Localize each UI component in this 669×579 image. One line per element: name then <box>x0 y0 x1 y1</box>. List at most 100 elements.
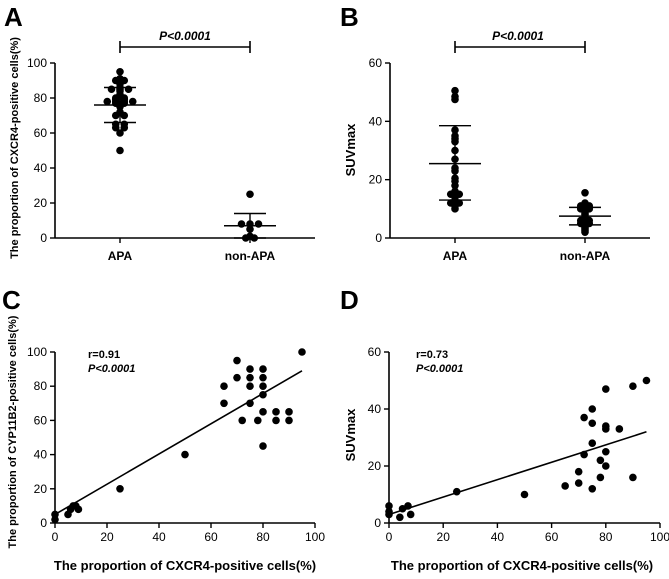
plotC-data-point <box>246 382 254 391</box>
plotC-y-tick-label: 80 <box>34 379 48 393</box>
plotD-y-tick-label: 20 <box>368 459 382 473</box>
plotB-data-point <box>451 95 459 104</box>
plotD-data-point <box>580 413 588 422</box>
plotD-data-point <box>385 502 393 510</box>
panel-c-p-value: P<0.0001 <box>88 363 135 375</box>
plotB-y-tick-label: 40 <box>369 114 383 128</box>
plotD-data-point <box>629 473 637 482</box>
plotA-data-point <box>116 146 124 155</box>
plotD-x-tick-label: 80 <box>599 530 613 544</box>
plotD-data-point <box>406 510 415 519</box>
plotC-y-tick-label: 40 <box>34 448 48 462</box>
plotD-data-point <box>588 439 597 448</box>
plotC-data-point <box>285 408 293 416</box>
plotD-data-point <box>452 487 461 496</box>
plotA-data-point <box>120 111 129 120</box>
plotD-y-tick-label: 0 <box>374 516 381 530</box>
plotC-y-tick-label: 100 <box>27 345 47 359</box>
plotD-x-tick-label: 20 <box>437 530 451 544</box>
panel-c-r-value: r=0.91 <box>88 349 120 361</box>
plotD-data-point <box>588 485 597 493</box>
plotA-y-tick-label: 100 <box>27 56 47 70</box>
plotC-y-tick-label: 0 <box>40 516 47 530</box>
panel-a-plot: 0 20 40 60 80 100 APA non-APA <box>27 41 315 263</box>
plotA-data-point <box>116 129 124 137</box>
plotA-data-point <box>254 220 263 228</box>
plotA-data-point <box>124 85 133 94</box>
plotA-y-tick-label: 0 <box>40 231 47 245</box>
plotB-y-tick-label: 0 <box>375 231 382 245</box>
plotD-data-point <box>580 450 588 459</box>
plotD-data-point <box>596 456 605 465</box>
plotC-data-point <box>220 382 228 391</box>
panel-d-y-label: SUVmax <box>343 408 358 462</box>
panel-d-plot: 0 20 40 60 0 20 40 60 80 100 <box>368 345 669 544</box>
plotC-data-point <box>259 382 267 391</box>
plotC-data-point <box>259 373 267 382</box>
panel-c-y-label: The proportion of CYP11B2-positive cells… <box>7 315 19 548</box>
plotA-y-tick-label: 60 <box>34 126 48 140</box>
plotC-data-point <box>238 416 246 425</box>
plotD-data-point <box>404 502 412 510</box>
plotC-data-point <box>298 348 306 356</box>
plotD-x-tick-label: 0 <box>386 530 393 544</box>
plotD-data-point <box>561 482 569 490</box>
plotC-data-point <box>259 390 267 399</box>
plotA-y-tick-label: 40 <box>34 161 48 175</box>
plotA-data-point <box>103 97 112 106</box>
panel-label-a: A <box>4 2 23 32</box>
plotC-x-tick-label: 0 <box>52 530 59 544</box>
plotC-data-point <box>253 416 262 425</box>
plotD-data-point <box>602 385 610 393</box>
plotD-x-tick-label: 40 <box>491 530 505 544</box>
panel-b-y-label: SUVmax <box>343 123 358 177</box>
plotA-data-point <box>111 111 120 120</box>
plotA-y-tick-label: 20 <box>34 196 48 210</box>
plotD-data-point <box>602 462 610 470</box>
plotA-y-tick-label: 80 <box>34 91 48 105</box>
plotC-x-tick-label: 60 <box>204 530 218 544</box>
plotC-data-point <box>74 505 83 514</box>
plotD-data-point <box>520 490 529 499</box>
panel-label-b: B <box>340 2 359 32</box>
plotB-data-point <box>581 188 589 197</box>
plotD-data-point <box>642 376 651 385</box>
plotD-data-point <box>615 425 624 433</box>
panel-a-significance: P<0.0001 <box>159 29 211 43</box>
panel-d-p-value: P<0.0001 <box>416 363 463 375</box>
plotA-x-tick-label: non-APA <box>225 249 276 263</box>
plotC-data-point <box>246 399 254 408</box>
plotC-data-point <box>272 416 280 425</box>
plotB-y-tick-label: 60 <box>369 56 383 70</box>
plotB-y-tick-label: 20 <box>369 173 383 187</box>
panel-b-significance: P<0.0001 <box>492 29 544 43</box>
panel-c-x-label: The proportion of CXCR4-positive cells(%… <box>54 558 316 573</box>
plotC-data-point <box>259 365 267 373</box>
plotA-x-tick-label: APA <box>108 249 133 263</box>
plotA-data-point <box>128 97 137 106</box>
plotD-y-tick-label: 60 <box>368 345 382 359</box>
plotC-data-point <box>181 450 189 459</box>
panel-a: A The proportion of CXCR4-positive cells… <box>4 2 315 263</box>
plotD-data-point <box>574 479 583 487</box>
panel-c-plot: 0 20 40 60 80 100 0 20 40 60 80 100 <box>27 345 325 544</box>
plotD-data-point <box>602 422 610 430</box>
panel-d-x-label: The proportion of CXCR4-positive cells(%… <box>391 558 653 573</box>
plotD-x-tick-label: 60 <box>545 530 559 544</box>
plotD-data-point <box>602 447 610 456</box>
plotA-data-point <box>107 85 116 94</box>
plotD-data-point <box>574 467 583 476</box>
panel-d: D SUVmax The proportion of CXCR4-positiv… <box>340 285 669 573</box>
plotC-x-tick-label: 40 <box>152 530 166 544</box>
plotD-data-point <box>588 419 597 428</box>
plotD-data-point <box>596 473 605 482</box>
plotC-data-point <box>220 399 228 408</box>
plotA-data-point <box>237 220 246 228</box>
plotC-x-tick-label: 20 <box>100 530 114 544</box>
panel-b: B SUVmax P<0.0001 0 20 40 60 APA non-APA <box>340 2 650 263</box>
plotA-data-point <box>111 123 120 132</box>
plotA-data-point <box>116 67 124 76</box>
plotD-x-tick-label: 100 <box>650 530 669 544</box>
plotC-data-point <box>233 356 241 365</box>
plotD-data-point <box>385 507 393 516</box>
